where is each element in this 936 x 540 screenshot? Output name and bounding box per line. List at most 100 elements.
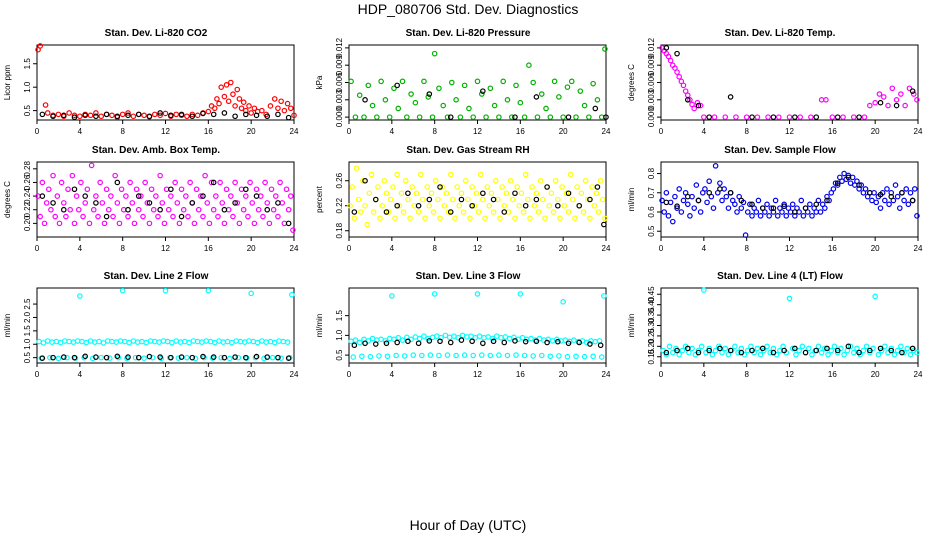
data-point (537, 177, 544, 184)
data-point (578, 190, 585, 197)
data-point (674, 203, 680, 210)
data-point (474, 291, 481, 297)
data-point (496, 352, 502, 358)
data-point (195, 206, 202, 213)
data-point (747, 201, 753, 208)
data-point (560, 114, 566, 120)
data-point (770, 205, 777, 211)
data-point (55, 111, 62, 118)
chart-panel: 0 4 8 12 16 20 24 0.5 1.0 1.5 2.0 2.5 ml/min Stan. De… (0, 271, 312, 389)
data-point (442, 332, 449, 339)
data-point (744, 209, 751, 215)
data-point (517, 99, 524, 106)
data-point (428, 190, 435, 197)
data-point (415, 202, 422, 209)
data-point (499, 184, 505, 190)
data-point (514, 184, 520, 190)
data-point (914, 213, 920, 219)
data-point (456, 202, 463, 209)
data-point (899, 349, 905, 356)
x-tick-label: 16 (828, 244, 837, 253)
data-point (178, 213, 185, 220)
data-point (779, 209, 785, 215)
x-tick-label: 4 (390, 127, 395, 136)
data-point (834, 114, 841, 120)
data-point (398, 190, 405, 197)
data-point (525, 196, 531, 203)
data-point (765, 114, 771, 120)
data-point (829, 114, 836, 120)
data-point (249, 200, 256, 206)
data-point (709, 351, 716, 358)
data-point (357, 209, 364, 215)
data-point (684, 97, 691, 103)
data-point (749, 201, 755, 208)
x-tick-label: 0 (347, 127, 352, 136)
data-point (786, 114, 793, 120)
x-tick-label: 0 (35, 127, 40, 136)
data-point (603, 114, 609, 120)
data-point (678, 78, 685, 85)
data-point (412, 99, 419, 106)
series-black (663, 174, 916, 215)
chart-title: Stan. Dev. Line 3 Flow (415, 271, 521, 282)
data-point (369, 102, 376, 109)
data-point (348, 78, 354, 85)
data-point (824, 345, 830, 352)
data-point (548, 190, 555, 197)
data-point (834, 180, 841, 186)
y-tick-label: 0.012 (647, 37, 656, 58)
data-point (284, 100, 291, 107)
plot-frame (348, 161, 607, 238)
chart-title: Stan. Dev. Line 2 Flow (103, 271, 209, 282)
data-point (103, 186, 110, 193)
data-point (264, 200, 271, 206)
data-point (909, 197, 916, 204)
data-point (194, 112, 201, 119)
data-point (245, 213, 251, 220)
x-tick-label: 4 (78, 127, 83, 136)
x-tick-label: 8 (432, 244, 437, 253)
data-point (480, 340, 486, 347)
data-point (291, 112, 297, 119)
data-point (379, 202, 385, 209)
data-point (364, 221, 371, 228)
data-point (246, 103, 252, 109)
data-point (904, 345, 911, 352)
data-point (599, 196, 606, 203)
series-black (351, 337, 604, 349)
data-point (556, 94, 562, 100)
data-point (435, 196, 441, 203)
data-point (907, 189, 914, 196)
data-point (110, 213, 116, 220)
data-point (577, 88, 584, 94)
data-point (399, 78, 406, 85)
data-point (267, 103, 274, 109)
data-point (146, 220, 153, 227)
data-point (582, 177, 589, 184)
x-tick-label: 0 (35, 370, 40, 379)
x-tick-label: 20 (247, 127, 256, 136)
data-point (42, 102, 49, 108)
y-tick-label: 0.5 (23, 352, 32, 364)
data-point (845, 172, 852, 179)
data-point (877, 99, 884, 106)
data-point (272, 193, 279, 199)
data-point (353, 165, 360, 172)
data-point (114, 179, 121, 186)
y-tick-label: 0.000 (335, 107, 344, 128)
data-point (701, 287, 707, 293)
y-tick-label: 0.6 (647, 206, 656, 218)
y-tick-label: 0.30 (647, 317, 656, 333)
data-point (218, 354, 224, 361)
data-point (135, 354, 142, 361)
data-point (808, 114, 814, 120)
data-point (138, 193, 144, 199)
data-point (815, 343, 822, 350)
data-point (809, 351, 815, 358)
data-point (383, 190, 390, 197)
x-tick-label: 12 (161, 244, 170, 253)
data-point (898, 343, 904, 350)
